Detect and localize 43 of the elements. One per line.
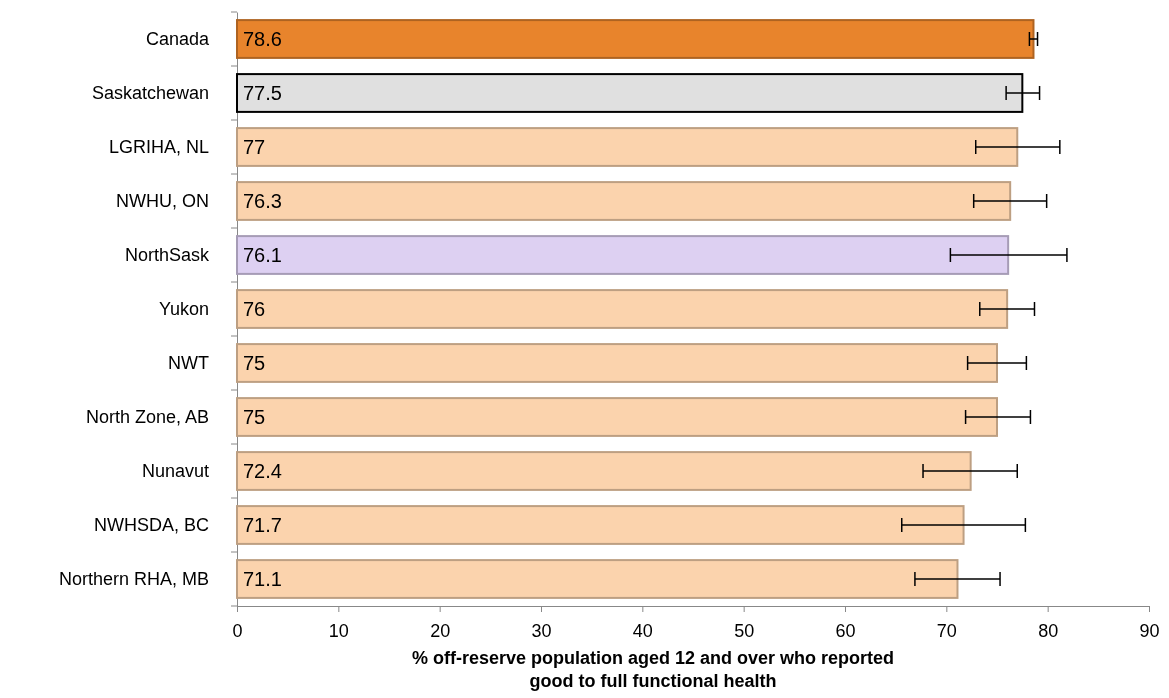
y-tick-label: Nunavut (141, 460, 209, 481)
x-tick-label: 70 (936, 620, 957, 641)
x-axis-title: % off-reserve population aged 12 and over who reported good to full functional health (411, 648, 895, 692)
data-label: 72.4 (243, 460, 282, 483)
data-label: 76.3 (243, 190, 282, 213)
x-tick-label: 50 (734, 620, 755, 641)
y-tick-label: North Zone, AB (85, 406, 209, 427)
data-label: 76.1 (243, 244, 282, 267)
bar (236, 289, 1009, 329)
data-label: 71.7 (243, 514, 282, 537)
bar (236, 505, 965, 545)
bar (236, 235, 1010, 275)
x-tick-label: 40 (632, 620, 653, 641)
bar (236, 19, 1035, 59)
y-tick-label: NorthSask (124, 244, 210, 265)
y-tick-label: Canada (145, 28, 210, 49)
data-label: 75 (243, 352, 266, 375)
y-tick-label: Yukon (158, 298, 209, 319)
y-tick-label: NWHSDA, BC (93, 514, 209, 535)
bar (236, 451, 972, 491)
bar (236, 559, 959, 599)
data-label: 75 (243, 406, 266, 429)
data-label: 77.5 (243, 82, 282, 105)
y-tick-label: NWHU, ON (116, 190, 209, 211)
x-tick-label: 90 (1139, 620, 1160, 641)
y-tick-label: NWT (168, 352, 209, 373)
x-tick-label: 10 (328, 620, 349, 641)
y-tick-label: LGRIHA, NL (108, 136, 209, 157)
x-tick-label: 0 (232, 620, 243, 641)
data-label: 71.1 (243, 568, 282, 591)
y-tick-label: Saskatchewan (91, 82, 209, 103)
data-label: 76 (243, 298, 266, 321)
x-tick-label: 20 (430, 620, 451, 641)
bar (236, 181, 1012, 221)
bar (236, 127, 1019, 167)
x-tick-label: 60 (835, 620, 856, 641)
x-tick-label: 80 (1038, 620, 1059, 641)
data-label: 78.6 (243, 28, 282, 51)
bar (236, 397, 998, 437)
bar (236, 343, 998, 383)
x-tick-label: 30 (531, 620, 552, 641)
y-tick-label: Northern RHA, MB (58, 568, 209, 589)
data-label: 77 (243, 136, 266, 159)
